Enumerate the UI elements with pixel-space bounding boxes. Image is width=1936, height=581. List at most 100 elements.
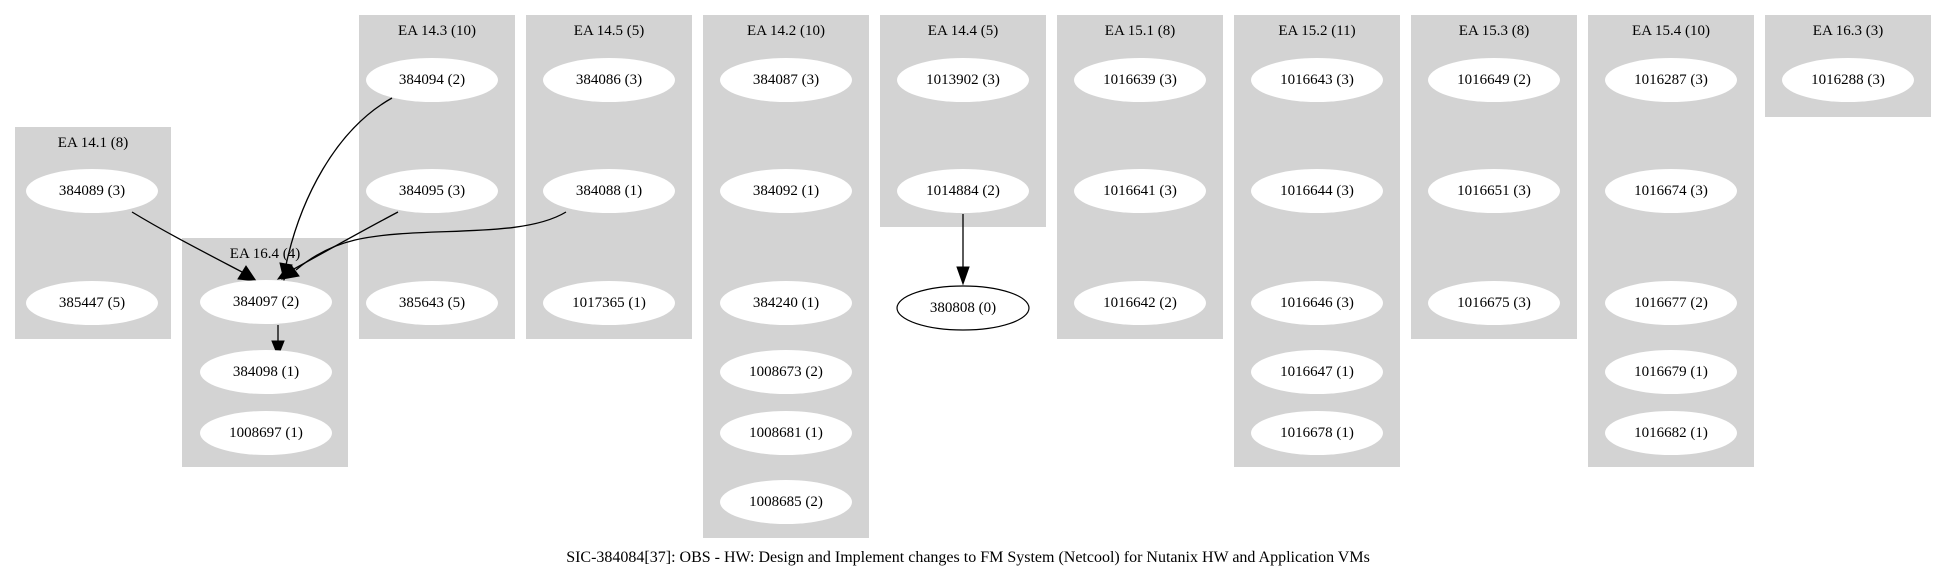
graph-node: 1014884 (2) (897, 169, 1029, 213)
cluster-title: EA 16.3 (3) (1813, 23, 1883, 39)
node-label: 1016641 (3) (1103, 183, 1177, 199)
edge-line (285, 97, 393, 266)
edge-line (295, 211, 567, 271)
node-ellipse (720, 169, 852, 213)
graph-node: 1016287 (3) (1605, 58, 1737, 102)
node-label: 1016287 (3) (1634, 72, 1708, 88)
node-ellipse (1251, 350, 1383, 394)
node-ellipse (720, 58, 852, 102)
node-ellipse (1251, 58, 1383, 102)
cluster-title: EA 16.4 (4) (230, 246, 300, 262)
arrowhead-icon (280, 264, 300, 280)
node-ellipse (896, 285, 1030, 331)
node-ellipse (1074, 169, 1206, 213)
graph-node: 384098 (1) (200, 350, 332, 394)
graph-node: 1016679 (1) (1605, 350, 1737, 394)
cluster-title: EA 14.4 (5) (928, 23, 998, 39)
graph-node: 1016651 (3) (1428, 169, 1560, 213)
node-label: 1008673 (2) (749, 364, 823, 380)
node-label: 384092 (1) (753, 183, 819, 199)
graph-node: 1016675 (3) (1428, 281, 1560, 325)
nodes-layer: 384089 (3) 385447 (5) 384097 (2) 384098 (1)… (26, 58, 1914, 524)
node-ellipse (897, 169, 1029, 213)
graph-node: 384097 (2) (200, 280, 332, 324)
node-ellipse (1074, 58, 1206, 102)
node-ellipse (1605, 169, 1737, 213)
arrowhead-icon (271, 340, 285, 358)
node-label: 384089 (3) (59, 183, 125, 199)
node-label: 1016647 (1) (1280, 364, 1354, 380)
node-label: 384094 (2) (399, 72, 465, 88)
node-ellipse (720, 411, 852, 455)
graph-node: 1008685 (2) (720, 480, 852, 524)
node-ellipse (897, 58, 1029, 102)
node-ellipse (543, 58, 675, 102)
node-ellipse (1251, 169, 1383, 213)
cluster-title: EA 15.4 (10) (1632, 23, 1710, 39)
graph-node: 1008681 (1) (720, 411, 852, 455)
graph-node: 1017365 (1) (543, 281, 675, 325)
node-ellipse (1605, 411, 1737, 455)
node-label: 1016682 (1) (1634, 425, 1708, 441)
node-ellipse (720, 281, 852, 325)
node-ellipse (200, 350, 332, 394)
edges-layer (131, 97, 970, 358)
graph-node: 385643 (5) (366, 281, 498, 325)
node-label: 1014884 (2) (926, 183, 1000, 199)
graph-node: 384087 (3) (720, 58, 852, 102)
node-ellipse (366, 281, 498, 325)
node-label: 1013902 (3) (926, 72, 1000, 88)
edge-n384088-to-n384097 (280, 211, 567, 280)
node-label: 380808 (0) (930, 300, 996, 316)
graph-node: 1016677 (2) (1605, 281, 1737, 325)
node-ellipse (720, 350, 852, 394)
node-label: 1008685 (2) (749, 494, 823, 510)
node-ellipse (200, 411, 332, 455)
cluster-title: EA 15.1 (8) (1105, 23, 1175, 39)
node-ellipse (26, 281, 158, 325)
node-label: 385447 (5) (59, 295, 125, 311)
graph-node: 1016288 (3) (1782, 58, 1914, 102)
graph-node: 384095 (3) (366, 169, 498, 213)
edge-line (131, 211, 243, 273)
graph-node: 1016678 (1) (1251, 411, 1383, 455)
node-label: 1008681 (1) (749, 425, 823, 441)
node-ellipse (543, 169, 675, 213)
graph-node: 1008673 (2) (720, 350, 852, 394)
node-label: 1016675 (3) (1457, 295, 1531, 311)
node-label: 384088 (1) (576, 183, 642, 199)
node-label: 1008697 (1) (229, 425, 303, 441)
graph-node: 1016641 (3) (1074, 169, 1206, 213)
node-ellipse (200, 280, 332, 324)
graph-title: SIC-384084[37]: OBS - HW: Design and Imp… (566, 549, 1370, 566)
graph-node: 1008697 (1) (200, 411, 332, 455)
cluster-title: EA 14.3 (10) (398, 23, 476, 39)
node-label: 1016649 (2) (1457, 72, 1531, 88)
graph-node: 1016644 (3) (1251, 169, 1383, 213)
node-ellipse (1428, 281, 1560, 325)
node-label: 384098 (1) (233, 364, 299, 380)
graph-node: 384089 (3) (26, 169, 158, 213)
node-label: 1016643 (3) (1280, 72, 1354, 88)
graph-node: 1016643 (3) (1251, 58, 1383, 102)
graph-node: 384086 (3) (543, 58, 675, 102)
node-label: 1016677 (2) (1634, 295, 1708, 311)
graph-node: 384092 (1) (720, 169, 852, 213)
node-label: 1016644 (3) (1280, 183, 1354, 199)
node-label: 1016288 (3) (1811, 72, 1885, 88)
graph-node: 384240 (1) (720, 281, 852, 325)
cluster-title: EA 14.2 (10) (747, 23, 825, 39)
edge-n384089-to-n384097 (131, 211, 258, 282)
graph-node: 1016639 (3) (1074, 58, 1206, 102)
cluster-title: EA 15.2 (11) (1278, 23, 1355, 39)
graph-node: 1016642 (2) (1074, 281, 1206, 325)
node-label: 384097 (2) (233, 294, 299, 310)
node-ellipse (1251, 411, 1383, 455)
graph-node: 1016647 (1) (1251, 350, 1383, 394)
edge-n384097-to-n384098 (271, 325, 285, 358)
node-ellipse (366, 169, 498, 213)
node-label: 385643 (5) (399, 295, 465, 311)
node-label: 384240 (1) (753, 295, 819, 311)
node-label: 1016646 (3) (1280, 295, 1354, 311)
